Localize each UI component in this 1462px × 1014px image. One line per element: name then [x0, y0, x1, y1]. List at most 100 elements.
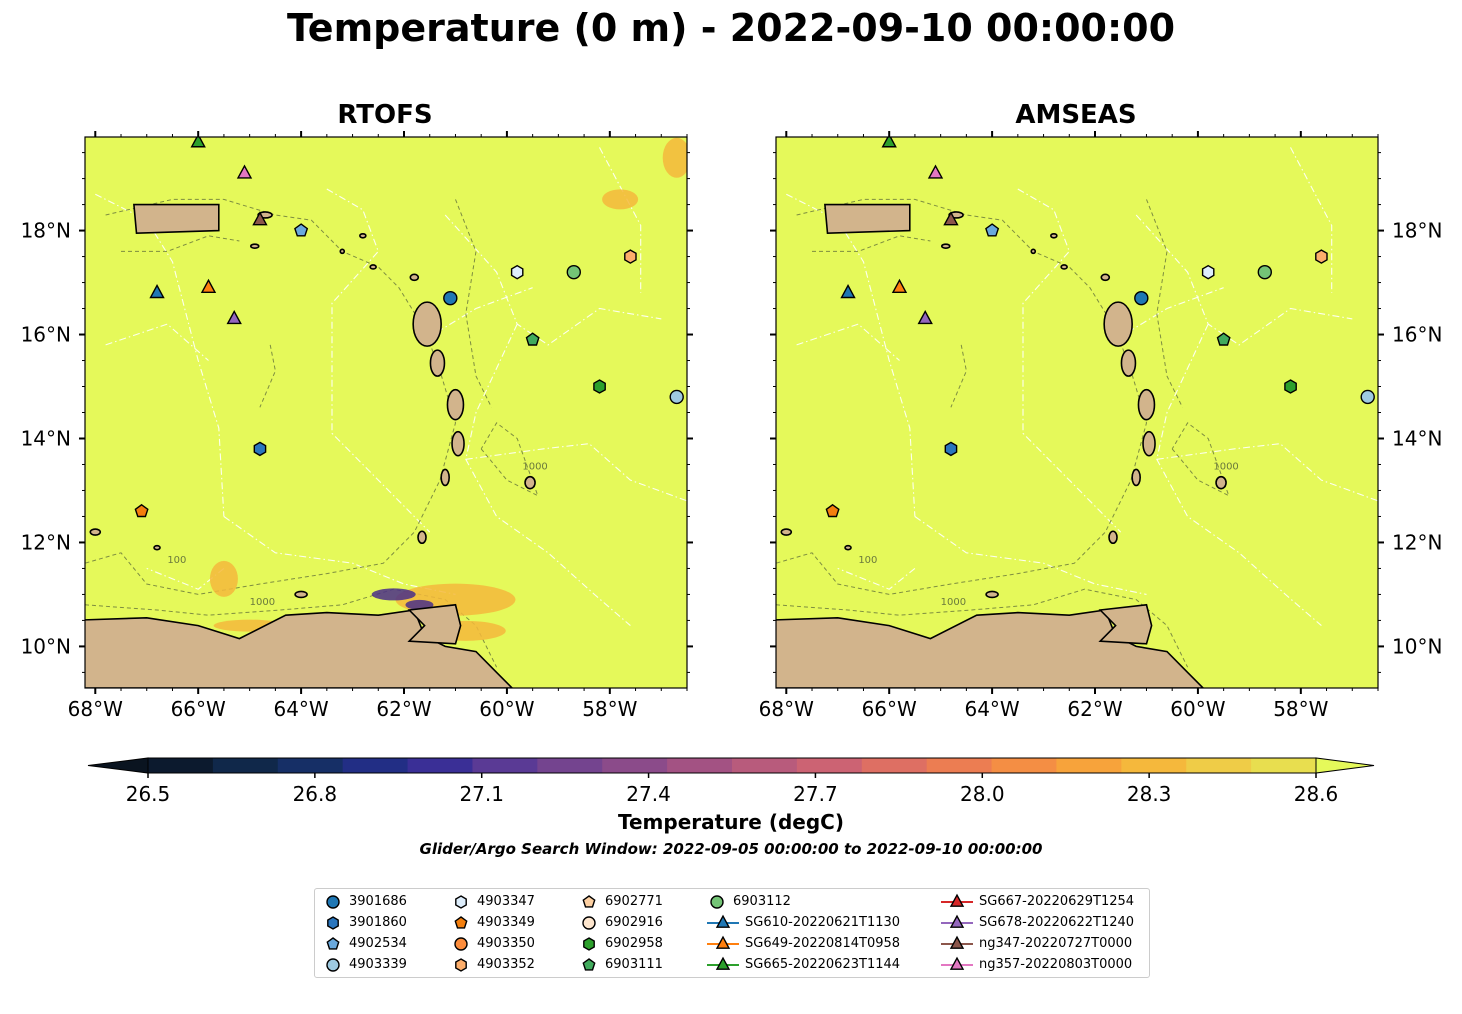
legend-item: ng357-20220803T0000	[941, 954, 1132, 974]
eez-boundary	[599, 147, 642, 293]
legend-marker	[949, 893, 965, 907]
legend-swatch	[326, 958, 340, 972]
island	[985, 590, 999, 599]
eez-boundary	[796, 323, 900, 361]
colorbar-bin	[1186, 758, 1252, 773]
colorbar-bin	[472, 758, 538, 773]
marker-3901686	[443, 290, 458, 306]
warm-anomaly	[662, 137, 687, 178]
y-tick-label: 16°N	[21, 323, 71, 347]
legend-marker	[949, 935, 965, 949]
island	[524, 475, 536, 490]
marker-4903349	[825, 503, 840, 518]
y-tick-label: 12°N	[1392, 530, 1442, 554]
panel-title-amseas: AMSEAS	[1015, 100, 1137, 130]
legend-label: 6902916	[605, 914, 663, 930]
marker-4902534	[985, 223, 1000, 237]
marker-6902958	[1284, 379, 1297, 394]
eez-boundary	[1115, 287, 1224, 341]
legend: 3901686 3901860 4902534 4903339 4903347 49033…	[314, 888, 1150, 978]
legend-item: 6903112	[707, 891, 791, 911]
marker-4903347	[1201, 264, 1215, 280]
legend-item: SG678-20220622T1240	[941, 912, 1134, 932]
y-tick-label: 18°N	[1392, 219, 1442, 243]
x-tick-label: 62°W	[376, 697, 431, 721]
x-tick-label: 62°W	[1067, 697, 1122, 721]
marker-4903349	[134, 503, 149, 518]
legend-marker	[455, 958, 467, 972]
map-area: 100 1000 1000	[776, 137, 1378, 688]
x-tick-label: 66°W	[862, 697, 917, 721]
legend-swatch	[326, 895, 340, 909]
land-puerto-rico	[133, 203, 220, 235]
x-tick-label: 66°W	[171, 697, 226, 721]
legend-marker	[583, 937, 595, 951]
colorbar-bin	[991, 758, 1057, 773]
contour-label: 1000	[522, 462, 547, 473]
colorbar-bin	[342, 758, 409, 773]
colorbar-bin	[277, 758, 344, 773]
island	[1142, 430, 1156, 457]
island	[249, 243, 260, 249]
eez-boundary	[1156, 443, 1378, 502]
marker-3901860	[944, 441, 958, 457]
map-panel-rtofs: 100 1000 1000 68°W 66°W 64°W 62°W 60°W 58°W 18°N 1…	[21, 131, 693, 721]
legend-label: ng347-20220727T0000	[979, 935, 1133, 951]
legend-label: 6902958	[605, 935, 663, 951]
legend-marker	[715, 914, 731, 928]
eez-boundary	[465, 443, 687, 502]
legend-label: 4903349	[477, 914, 535, 930]
island	[1108, 530, 1118, 545]
y-tick-label: 14°N	[1392, 426, 1442, 450]
island	[1120, 349, 1137, 377]
marker-4903352	[624, 249, 637, 264]
legend-swatch	[582, 958, 596, 971]
legend-marker	[710, 895, 724, 909]
eez-boundary	[105, 323, 209, 361]
marker-SG610-20220621T1130	[840, 283, 856, 299]
marker-ng357-20220803T0000	[927, 164, 944, 179]
island	[446, 388, 465, 421]
legend-swatch	[941, 935, 973, 949]
contour-label: 1000	[1213, 462, 1238, 473]
bathymetry-contour	[480, 422, 539, 497]
bathymetry-contour	[1146, 199, 1183, 408]
bathymetry-contour	[1171, 422, 1230, 497]
island	[429, 349, 446, 377]
island	[1030, 248, 1037, 255]
marker-3901860	[253, 441, 267, 457]
colorbar-bin	[861, 758, 928, 773]
marker-4903347	[510, 264, 524, 280]
land-puerto-rico	[824, 203, 911, 235]
contour-label: 100	[858, 555, 877, 566]
x-tick-label: 60°W	[479, 697, 534, 721]
eez-boundary	[914, 516, 1147, 595]
x-tick-label: 64°W	[964, 697, 1019, 721]
legend-item: 4903350	[451, 933, 535, 953]
colorbar-bin	[926, 758, 993, 773]
marker-6903111	[1216, 332, 1231, 346]
legend-swatch	[326, 937, 340, 950]
legend-item: 4902534	[323, 933, 407, 953]
legend-item: 6903111	[579, 954, 663, 974]
y-tick-label: 16°N	[1392, 323, 1442, 347]
colorbar-tick-label: 26.5	[126, 782, 171, 806]
legend-marker	[715, 935, 731, 949]
colorbar-tick-label: 26.8	[293, 782, 338, 806]
x-tick-label: 68°W	[68, 697, 123, 721]
marker-ng347-20220727T0000	[943, 211, 959, 226]
legend-marker	[327, 916, 339, 930]
colorbar-bin	[407, 758, 473, 773]
legend-label: 4902534	[349, 935, 407, 951]
legend-item: SG649-20220814T0958	[707, 933, 900, 953]
legend-swatch	[455, 895, 467, 909]
legend-label: SG667-20220629T1254	[979, 893, 1135, 909]
warm-anomaly	[209, 560, 238, 597]
contour-label: 1000	[250, 597, 275, 608]
warm-anomaly	[602, 189, 639, 210]
legend-item: SG610-20220621T1130	[707, 912, 900, 932]
legend-swatch	[707, 914, 739, 928]
eez-boundary	[465, 323, 631, 627]
legend-label: 6903111	[605, 956, 663, 972]
x-tick-label: 64°W	[273, 697, 328, 721]
